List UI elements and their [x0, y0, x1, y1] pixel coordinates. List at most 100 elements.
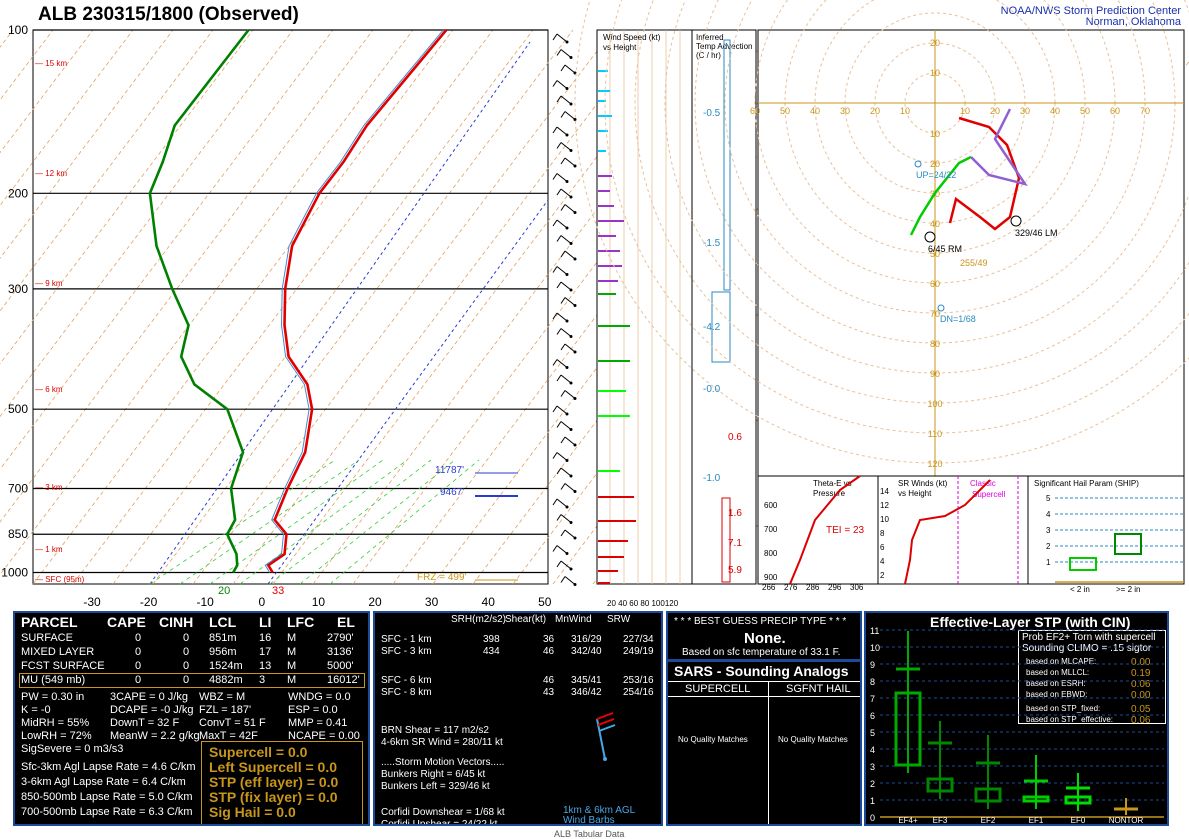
dewpoint-line [148, 29, 250, 574]
sr-ytick: 8 [880, 529, 885, 538]
temp-adv-value: 0.6 [728, 432, 742, 443]
kin-cell: 398 [483, 634, 500, 645]
wind-barb-dot [565, 366, 569, 369]
parcel-cell: 17 [259, 646, 272, 658]
wind-barb [560, 49, 572, 58]
composite-index: Sig Hail = 0.0 [209, 804, 296, 820]
wind-barb [560, 436, 566, 444]
parcel-cell: 0 [183, 632, 190, 644]
sr-ytick: 4 [880, 557, 885, 566]
parcel-cell: MIXED LAYER [21, 646, 95, 658]
wind-speed-bar [598, 415, 630, 417]
hodo-marker [1010, 215, 1022, 227]
kin-cell: 316/29 [571, 634, 602, 645]
stp-xlabel: EF0 [1071, 816, 1086, 824]
parcel-header: PARCEL [21, 614, 78, 630]
kin-header: MnWind [555, 614, 592, 625]
parcel-cell: 5000' [327, 660, 354, 672]
footer: ALB Tabular Data [554, 829, 625, 839]
wind-barb-dot [565, 133, 569, 137]
adiabat-line [192, 29, 614, 585]
wind-barb-dot [569, 195, 573, 199]
temp-tick-label: -30 [83, 595, 101, 609]
hodo-axis-label: 30 [840, 106, 850, 116]
theta-xtick: 276 [784, 583, 798, 592]
wind-barb [564, 204, 576, 213]
wind-barb [556, 235, 562, 242]
stp-panel: Effective-Layer STP (with CIN) Prob EF2+… [864, 611, 1169, 826]
barb-dot [603, 757, 607, 761]
height-annotation: 9467' [440, 487, 464, 498]
parcel-cell: 4882m [209, 674, 243, 686]
wind-barb-dot [565, 412, 569, 416]
wind-barb [560, 64, 566, 72]
parcel-cell: SURFACE [21, 632, 73, 644]
kin-cell: 254/16 [623, 687, 654, 698]
wind-barb [552, 219, 558, 227]
sr-ytick: 10 [880, 515, 889, 524]
sars-msg-1: No Quality Matches [678, 735, 748, 744]
wind-speed-title: Wind Speed (kt) [603, 33, 661, 42]
stp-title: Effective-Layer STP (with CIN) [930, 614, 1131, 630]
hodo-label: UP=24/22 [916, 170, 956, 180]
adiabat-line [0, 29, 374, 523]
credit-line-2: Norman, Oklahoma [1085, 16, 1181, 28]
freezing-level-label: FRZ = 499' [417, 572, 467, 583]
height-label: — 9 km [35, 279, 63, 288]
kin-cell: SFC - 3 km [381, 646, 432, 657]
ship-xlabel: < 2 in [1070, 585, 1090, 594]
stp-item-label: based on EBWD: [1026, 690, 1088, 699]
lapse-rate: Sfc-3km Agl Lapse Rate = 4.6 C/km [21, 761, 196, 773]
sr-wind: 4-6km SR Wind = 280/11 kt [381, 737, 503, 748]
sr-title: vs Height [898, 489, 932, 498]
parcel-cell: M [287, 632, 297, 644]
motion-title: .....Storm Motion Vectors..... [381, 757, 505, 768]
stp-item-value: 0.19 [1131, 668, 1151, 679]
parcel-cell: FCST SURFACE [21, 660, 105, 672]
wind-barb-dot [565, 319, 569, 323]
pressure-tick-label: 1000 [1, 566, 28, 580]
wind-barb-dot [573, 397, 577, 400]
kin-cell: 46 [543, 646, 555, 657]
wind-barb-dot [573, 443, 577, 447]
wind-speed-bar [598, 390, 626, 392]
stp-ytick: 0 [870, 813, 875, 823]
parcel-header: CAPE [107, 614, 146, 630]
temp-tick-label: 50 [538, 595, 552, 609]
temp-adv-value: 7.1 [728, 538, 742, 549]
wind-barb [560, 281, 572, 291]
stp-item-label: based on STP_fixed: [1026, 704, 1101, 713]
isotherm-line [149, 41, 531, 585]
parcel-index: DCAPE = -0 J/kg [110, 704, 194, 716]
mixing-line [149, 459, 336, 585]
stp-item-label: based on MLLCL: [1026, 668, 1090, 677]
temp-adv-value: -1.0 [703, 473, 721, 484]
stp-xlabel: EF1 [1029, 816, 1044, 824]
wind-barb [552, 33, 558, 41]
wind-speed-bar [598, 582, 610, 584]
wind-speed-bar [598, 556, 624, 558]
adiabat-line [392, 29, 814, 585]
theta-title: Theta-E vs [813, 479, 852, 488]
hodo-marker [914, 160, 922, 168]
parcel-header: LCL [209, 614, 237, 630]
wind-speed-bar [598, 293, 616, 295]
wind-barb-dot [573, 350, 577, 354]
adiabat-line [152, 29, 574, 585]
sfc-dew-label: 20 [218, 585, 230, 597]
mixing-line [299, 459, 456, 585]
sars-panel: SARS - Sounding Analogs SUPERCELL SGFNT … [666, 660, 862, 826]
stp-ytick: 6 [870, 711, 875, 721]
precip-value: None. [744, 630, 786, 647]
parcel-index: K = -0 [21, 704, 51, 716]
sr-note: Supercell [972, 490, 1006, 499]
wind-barb-dot [565, 459, 569, 462]
hodo-trace [970, 108, 1028, 186]
temp-adv-value: -0.0 [703, 384, 721, 395]
kin-cell: SFC - 6 km [381, 675, 432, 686]
wind-barb-dot [565, 40, 569, 44]
hodo-trace [909, 155, 972, 236]
wind-barb [552, 80, 558, 87]
composite-index: Left Supercell = 0.0 [209, 759, 337, 775]
hodo-marker [924, 231, 936, 243]
